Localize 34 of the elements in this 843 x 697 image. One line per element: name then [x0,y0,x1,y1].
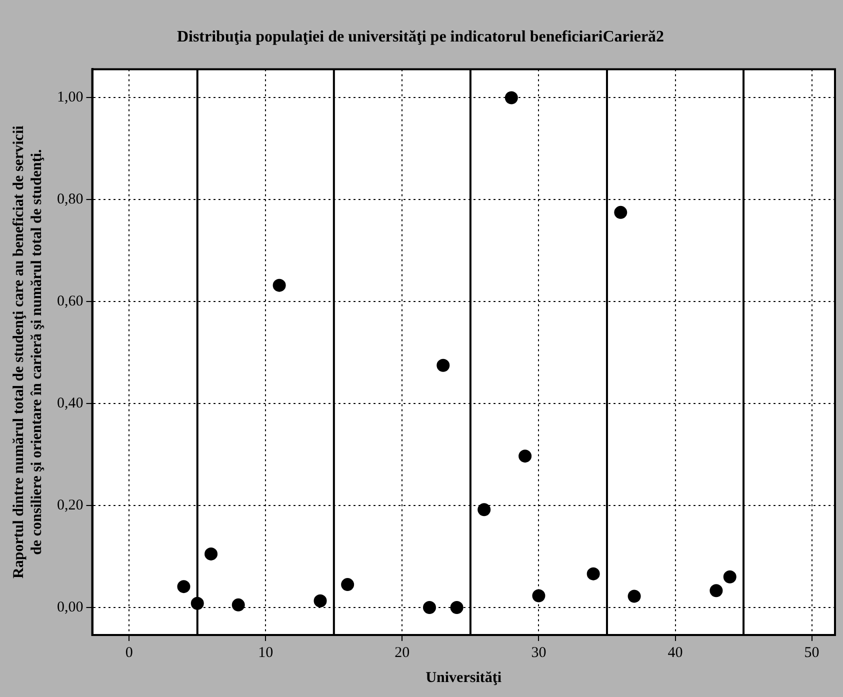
point [204,547,218,560]
y-tick-label: 0,20 [57,497,84,514]
y-tick-label: 0,00 [57,599,84,616]
point [723,570,736,584]
point [341,578,354,592]
x-tick-label: 0 [125,644,133,661]
point [272,278,286,292]
point [436,358,450,372]
point [190,596,204,610]
point [532,589,546,602]
point [232,598,245,612]
point [710,584,723,598]
point [177,580,190,594]
chart-title: Distribuţia populaţiei de universităţi pe indicatorul beneficiariCarieră2 [176,28,664,46]
point [422,600,436,614]
x-tick-label: 20 [394,644,410,661]
y-tick-label: 0,80 [57,192,84,208]
y-tick-label: 0,60 [57,294,84,310]
x-tick-label: 50 [804,644,820,661]
x-tick-label: 40 [668,644,683,661]
y-tick-label: 1,00 [57,90,84,106]
point [628,590,641,603]
point [478,503,491,516]
y-axis-title: Raportul dintre numărul total de studenţi care au beneficiat de servicii de consiliere şi orientare în carieră şi numărul total de studenţi. [10,126,45,578]
x-tick-label: 30 [531,644,546,661]
x-axis-title: Universităţi [426,670,502,686]
point [450,600,464,614]
point [614,206,628,219]
point [518,450,532,463]
point [314,594,327,608]
point [586,567,600,580]
y-tick-label: 0,40 [57,396,84,412]
x-tick-label: 10 [258,644,274,661]
point [504,91,518,104]
